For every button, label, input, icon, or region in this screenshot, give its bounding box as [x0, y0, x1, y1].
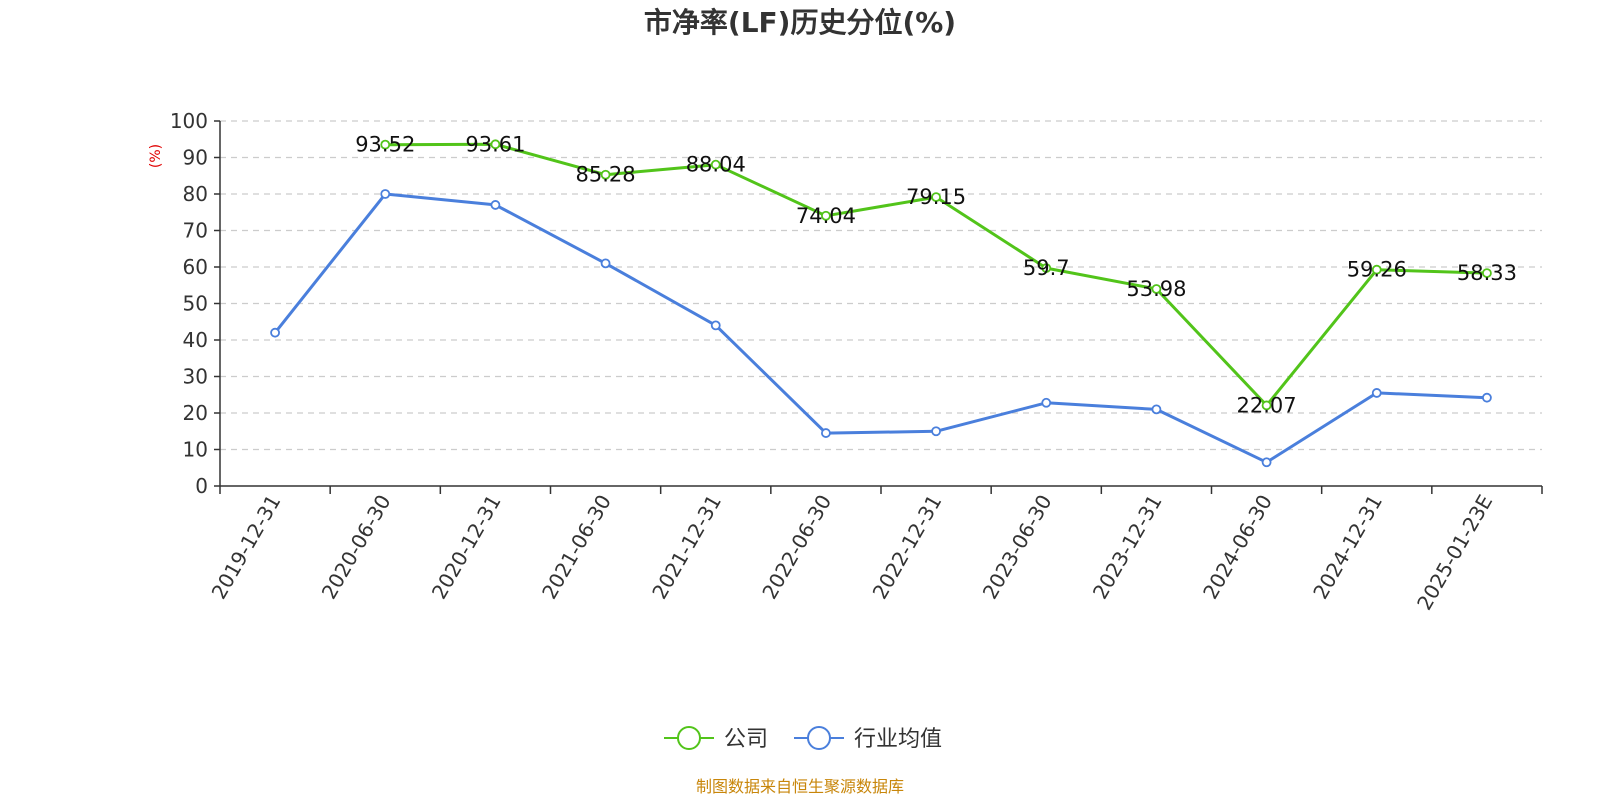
data-point-company	[380, 139, 391, 150]
x-tick-label: 2019-12-31	[207, 491, 286, 604]
x-tick-label: 2020-12-31	[427, 490, 506, 603]
data-point-industry	[1151, 404, 1162, 415]
data-label: 74.04	[796, 204, 856, 228]
y-axis-label: (%)	[148, 144, 164, 168]
legend-marker-company	[677, 726, 701, 750]
y-tick-label: 50	[183, 292, 208, 316]
data-label: 59.26	[1347, 258, 1407, 282]
data-point-company	[1261, 400, 1272, 411]
x-tick-label: 2024-12-31	[1308, 491, 1387, 604]
series-line-company	[385, 142, 1487, 407]
x-tick-label: 2025-01-23E	[1412, 491, 1497, 615]
data-point-industry	[270, 327, 280, 338]
series-group	[270, 139, 1492, 468]
x-tick-label: 2022-12-31	[868, 490, 947, 603]
data-labels: 93.52 93.61 85.28 88.04 74.04 79.15 59.7 53.98 2…	[355, 132, 1517, 417]
x-tick-label: 2023-06-30	[978, 491, 1057, 604]
y-tick-label: 70	[183, 219, 208, 243]
data-label: 22.07	[1237, 393, 1297, 417]
grid-lines	[220, 120, 1542, 451]
data-point-industry	[710, 320, 721, 331]
legend-marker-industry	[807, 726, 831, 750]
x-tick-label: 2024-06-30	[1198, 491, 1277, 604]
data-label: 88.04	[686, 153, 746, 177]
data-label: 85.28	[576, 163, 636, 187]
data-point-industry	[1482, 392, 1492, 403]
data-point-industry	[600, 258, 611, 269]
y-tick-label: 60	[183, 255, 208, 279]
y-tick-label: 100	[170, 109, 208, 133]
y-tick-labels: 0 10 20 30 40 50 60 70 80 90 100	[170, 109, 208, 498]
data-label: 79.15	[906, 185, 966, 209]
data-point-company	[1482, 268, 1492, 278]
axes	[214, 120, 1543, 494]
legend-label-industry: 行业均值	[854, 727, 942, 752]
data-point-company	[490, 139, 501, 150]
data-point-industry	[1261, 457, 1272, 468]
x-tick-label: 2020-06-30	[317, 491, 396, 604]
legend-label-company: 公司	[724, 727, 768, 752]
y-tick-label: 80	[183, 182, 208, 206]
x-tick-label: 2021-06-30	[537, 491, 616, 604]
series-line-industry	[273, 192, 1487, 464]
y-tick-label: 10	[183, 438, 208, 462]
source-note: 制图数据来自恒生聚源数据库	[696, 777, 904, 796]
data-point-company	[710, 159, 721, 170]
data-point-company	[1041, 263, 1052, 273]
data-point-company	[1151, 284, 1162, 294]
legend: 公司 行业均值	[664, 726, 942, 752]
chart-title: 市净率(LF)历史分位(%)	[644, 6, 956, 39]
data-point-industry	[821, 428, 831, 438]
data-point-company	[1371, 264, 1382, 275]
y-tick-label: 0	[195, 474, 208, 498]
data-point-company	[821, 210, 831, 221]
x-tick-labels: 2019-12-31 2020-06-30 2020-12-31 2021-06-30…	[207, 490, 1498, 614]
data-point-industry	[380, 189, 391, 199]
y-tick-label: 90	[183, 146, 208, 170]
y-tick-label: 40	[183, 328, 208, 352]
data-label: 93.61	[465, 132, 525, 156]
x-tick-label: 2021-12-31	[647, 491, 726, 604]
data-label: 59.7	[1023, 256, 1070, 280]
data-point-company	[600, 169, 611, 180]
data-point-industry	[1041, 397, 1052, 408]
data-point-industry	[931, 426, 941, 437]
x-tick-label: 2022-06-30	[757, 491, 836, 604]
data-point-industry	[490, 200, 501, 210]
data-label: 58.33	[1457, 261, 1517, 285]
data-label: 93.52	[355, 133, 415, 157]
y-tick-label: 20	[183, 401, 208, 425]
y-tick-label: 30	[183, 365, 208, 389]
data-point-company	[931, 192, 941, 203]
data-point-industry	[1371, 388, 1382, 398]
data-label: 53.98	[1126, 277, 1186, 301]
x-tick-label: 2023-12-31	[1088, 491, 1167, 604]
